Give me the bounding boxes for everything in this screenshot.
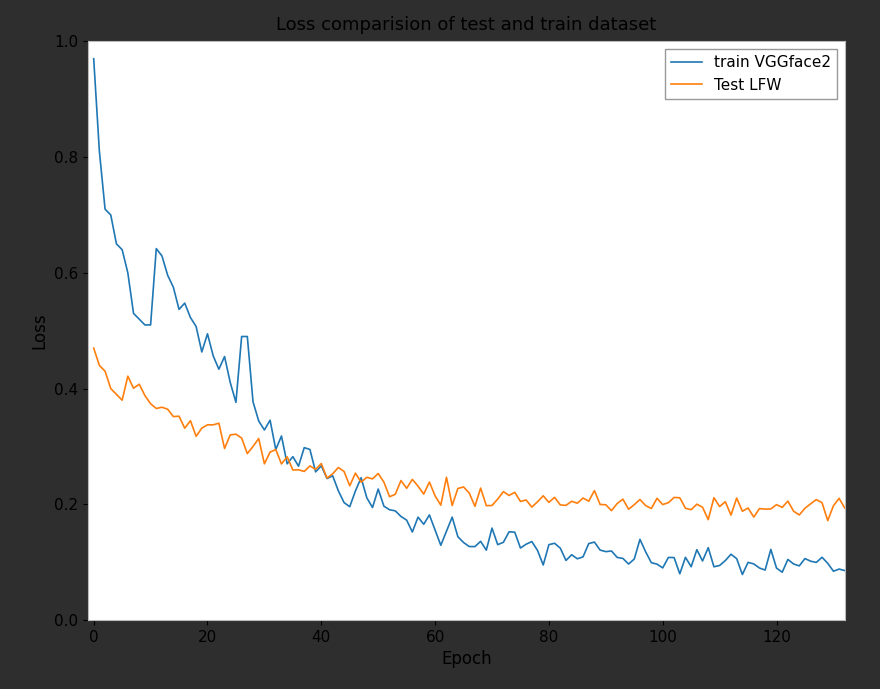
- Test LFW: [583, 497, 594, 505]
- Title: Loss comparision of test and train dataset: Loss comparision of test and train datas…: [276, 17, 656, 34]
- X-axis label: Epoch: Epoch: [441, 650, 492, 668]
- Test LFW: [811, 495, 822, 504]
- train VGGface2: [88, 54, 99, 63]
- train VGGface2: [840, 566, 850, 575]
- Test LFW: [561, 501, 571, 509]
- train VGGface2: [583, 539, 594, 548]
- Test LFW: [606, 506, 617, 515]
- Line: Test LFW: Test LFW: [93, 348, 845, 521]
- Legend: train VGGface2, Test LFW: train VGGface2, Test LFW: [665, 49, 837, 99]
- Test LFW: [823, 517, 833, 525]
- Line: train VGGface2: train VGGface2: [93, 59, 845, 575]
- Test LFW: [840, 504, 850, 512]
- train VGGface2: [140, 321, 150, 329]
- Y-axis label: Loss: Loss: [31, 312, 48, 349]
- Test LFW: [88, 344, 99, 352]
- Test LFW: [794, 511, 804, 519]
- train VGGface2: [800, 555, 810, 563]
- train VGGface2: [817, 553, 827, 562]
- train VGGface2: [737, 570, 748, 579]
- Test LFW: [140, 391, 150, 400]
- train VGGface2: [561, 556, 571, 564]
- train VGGface2: [606, 547, 617, 555]
